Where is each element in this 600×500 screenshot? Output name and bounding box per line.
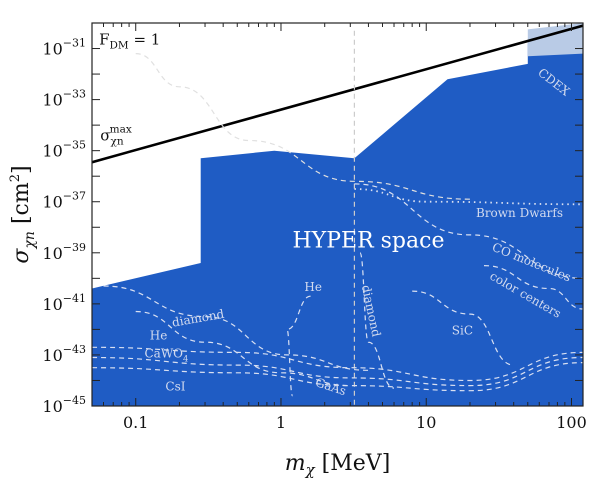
line-gaas [92, 356, 583, 387]
axes: 0.1 1 10 10010−3110−3310−3510−3710−3910−411… [8, 22, 587, 479]
region-hyper-space [92, 43, 583, 406]
x-tick-label: 0.1 [123, 413, 148, 432]
line-color-centers [483, 265, 583, 310]
y-axis-title: σχn [cm2] [8, 165, 38, 263]
annotation-main: He [304, 280, 322, 294]
y-tick-base: 10 [42, 295, 62, 314]
annotation-main: σ [100, 127, 110, 145]
annotation-main: F [99, 31, 109, 49]
y-tick-label: 10−37 [42, 190, 86, 212]
annotation-csi: CsI [165, 380, 185, 394]
y-tick-exponent: −41 [63, 292, 86, 305]
y-tick-exponent: −35 [63, 139, 86, 152]
line-csi [92, 362, 583, 392]
annotation-sic: SiC [452, 324, 473, 338]
y-tick-base: 10 [42, 346, 62, 365]
line-diamond-right [359, 252, 395, 389]
line-brown-dwarfs [354, 188, 583, 206]
annotation-n: σχnmax [100, 124, 132, 148]
y-axis-symbol: σ [9, 248, 34, 264]
annotation-subscript: χn [111, 136, 124, 148]
y-tick-exponent: −31 [63, 37, 86, 50]
line-he-right [286, 295, 311, 397]
y-tick-label: 10−31 [42, 37, 86, 59]
x-axis-unit: [MeV] [315, 451, 391, 476]
annotation-hyper-space: HYPER space [293, 229, 445, 254]
y-axis-subscript: χn [22, 231, 38, 250]
x-tick-label: 1 [276, 413, 286, 432]
annotation-main: He [150, 329, 168, 343]
annotation-he: He [304, 280, 322, 294]
y-axis-unit: [cm [9, 182, 34, 231]
line-sic [412, 290, 514, 366]
y-tick-base: 10 [42, 193, 62, 212]
y-axis-unit-exponent: 2 [8, 174, 23, 182]
y-tick-base: 10 [42, 397, 62, 416]
line-he-left [135, 310, 351, 387]
annotation-main: HYPER space [293, 229, 445, 254]
y-tick-exponent: −37 [63, 190, 86, 203]
x-tick-label: 100 [556, 413, 587, 432]
y-tick-label: 10−33 [42, 88, 86, 110]
x-axis-symbol: m [285, 451, 306, 476]
y-tick-label: 10−45 [42, 394, 86, 416]
annotation-main: SiC [452, 324, 473, 338]
y-tick-label: 10−35 [42, 139, 86, 161]
y-tick-exponent: −45 [63, 394, 86, 407]
y-tick-exponent: −43 [63, 343, 86, 356]
annotation-main: CsI [165, 380, 185, 394]
line-co-molecules [354, 183, 583, 279]
line-f-dm-1 [135, 53, 471, 200]
region-cdex [527, 23, 583, 57]
plot-frame [91, 22, 584, 407]
annotation-subscript: DM [110, 40, 129, 52]
annotation-suffix: = 1 [129, 31, 161, 49]
line-diamond-left [103, 285, 369, 371]
x-axis-title: mχ [MeV] [285, 451, 391, 479]
annotation-fdm: FDM = 1 [99, 31, 160, 52]
y-tick-base: 10 [42, 40, 62, 59]
y-tick-base: 10 [42, 244, 62, 263]
line-cawo4 [92, 346, 583, 382]
y-tick-base: 10 [42, 142, 62, 161]
y-tick-exponent: −39 [63, 241, 86, 254]
annotation-brown-dwarfs: Brown Dwarfs [476, 206, 563, 220]
y-axis-unit-close: ] [9, 165, 34, 174]
y-tick-label: 10−43 [42, 343, 86, 365]
annotation-main: CaWO [145, 347, 184, 361]
y-tick-label: 10−39 [42, 241, 86, 263]
x-axis-subscript: χ [305, 461, 316, 479]
y-tick-label: 10−41 [42, 292, 86, 314]
annotation-cawo4: CaWO4 [145, 347, 189, 364]
annotation-main: Brown Dwarfs [476, 206, 563, 220]
annotation-superscript: max [110, 124, 132, 136]
annotation-he: He [150, 329, 168, 343]
y-tick-base: 10 [42, 91, 62, 110]
annotation-subscript: 4 [183, 354, 188, 364]
y-tick-exponent: −33 [63, 88, 86, 101]
line-n-max [92, 24, 583, 164]
x-tick-label: 10 [416, 413, 436, 432]
